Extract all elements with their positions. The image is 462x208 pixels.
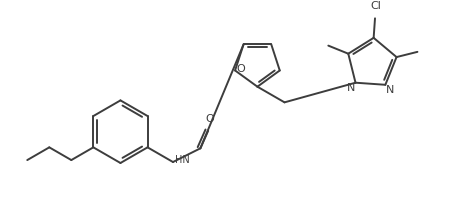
Text: HN: HN xyxy=(175,155,190,165)
Text: O: O xyxy=(206,114,214,124)
Text: Cl: Cl xyxy=(371,1,382,11)
Text: N: N xyxy=(346,83,355,93)
Text: O: O xyxy=(237,63,245,73)
Text: N: N xyxy=(386,85,395,95)
